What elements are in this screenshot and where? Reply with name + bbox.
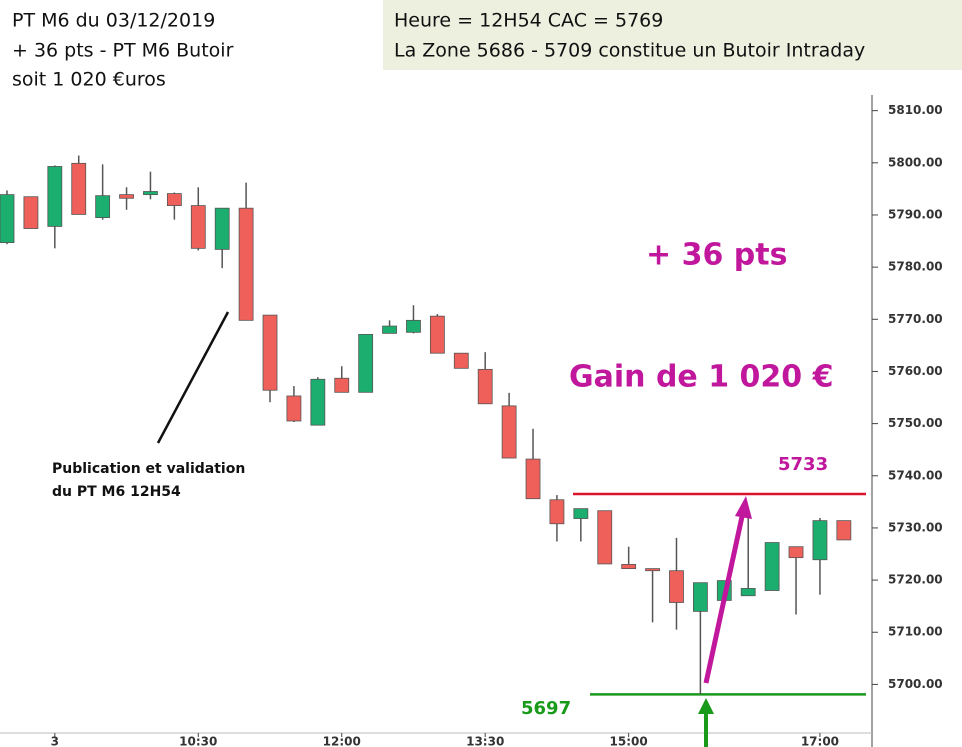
y-tick-label: 5810.00 (888, 103, 943, 117)
y-tick-label: 5770.00 (888, 312, 943, 326)
candle-body (573, 508, 589, 519)
header-left: PT M6 du 03/12/2019 (12, 10, 215, 32)
candle-body (621, 564, 637, 570)
header-right: Heure = 12H54 CAC = 5769 (394, 10, 663, 32)
candle-body (597, 510, 613, 565)
candle-body (788, 546, 804, 559)
y-tick-label: 5710.00 (888, 625, 943, 639)
y-tick-label: 5760.00 (888, 364, 943, 378)
annotation: du PT M6 12H54 (52, 484, 181, 500)
arrow-head (735, 496, 752, 519)
candle-body (0, 194, 15, 244)
candle-body (238, 207, 254, 321)
candle-body (501, 405, 517, 459)
candle-body (358, 334, 374, 393)
candle-body (836, 520, 852, 541)
candle-body (429, 315, 445, 354)
x-tick-label: 17:00 (801, 735, 839, 747)
x-tick-label: 12:00 (323, 735, 361, 747)
x-tick-label: 13:30 (466, 735, 504, 747)
candle-body (692, 582, 708, 612)
candle-body (453, 352, 469, 369)
candle-body (477, 368, 493, 405)
candle-body (71, 162, 87, 215)
y-tick-label: 5700.00 (888, 677, 943, 691)
annotation: + 36 pts (646, 238, 787, 273)
x-tick-label: 3 (51, 735, 59, 747)
annotation: Gain de 1 020 € (569, 360, 833, 395)
candle-body (334, 377, 350, 393)
candle-body (23, 196, 39, 229)
y-tick-label: 5740.00 (888, 468, 943, 482)
header-left: soit 1 020 €uros (12, 69, 166, 91)
y-tick-label: 5750.00 (888, 416, 943, 430)
candle-body (214, 207, 230, 250)
candle-body (549, 499, 565, 525)
callout-line (156, 311, 230, 444)
header-right: La Zone 5686 - 5709 constitue un Butoir … (394, 40, 865, 62)
candles (0, 155, 866, 696)
candle-body (95, 195, 111, 218)
candle-body (812, 520, 828, 561)
y-tick-label: 5800.00 (888, 155, 943, 169)
candle-body (262, 314, 278, 391)
x-tick-label: 10:30 (179, 735, 217, 747)
annotation: 5733 (778, 454, 828, 475)
y-tick-label: 5720.00 (888, 573, 943, 587)
candle-body (406, 319, 421, 333)
candle-body (382, 325, 397, 334)
candle-body (143, 191, 158, 196)
candle-body (190, 205, 206, 249)
header-left: + 36 pts - PT M6 Butoir (12, 40, 234, 62)
y-tick-label: 5730.00 (888, 520, 943, 534)
candle-body (764, 542, 780, 591)
info-box (383, 0, 962, 70)
arrow (703, 511, 746, 684)
y-tick-label: 5790.00 (888, 207, 943, 221)
candle-body (286, 395, 302, 422)
candle-body (740, 588, 756, 597)
x-tick-label: 15:00 (610, 735, 648, 747)
annotation: Publication et validation (52, 461, 245, 477)
annotation: 5697 (521, 698, 571, 719)
candle-body (525, 458, 541, 500)
candle-body (310, 378, 326, 426)
candle-body (119, 194, 134, 199)
candle-body (669, 570, 684, 603)
y-tick-label: 5780.00 (888, 260, 943, 274)
candle-body (645, 568, 660, 572)
candle-body (166, 193, 182, 206)
arrow-head (698, 698, 714, 714)
candle-body (47, 166, 63, 227)
